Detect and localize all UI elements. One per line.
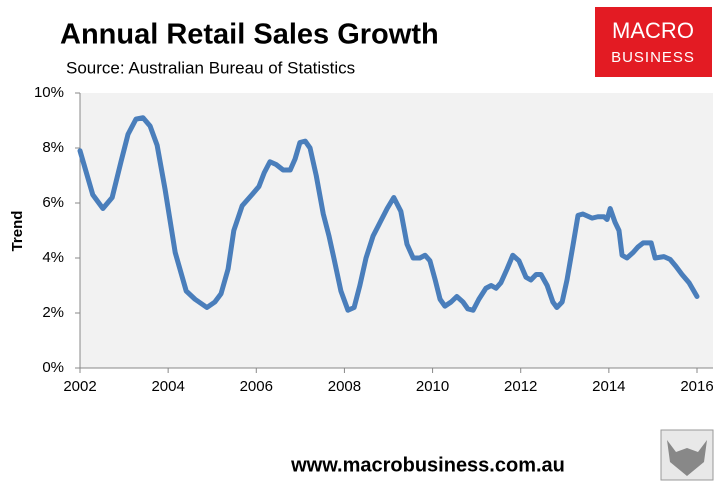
y-tick-label: 10% (34, 84, 64, 101)
logo-text: BUSINESS (611, 49, 695, 66)
plot-area (80, 93, 713, 368)
x-tick-label: 2006 (240, 378, 273, 395)
x-tick-label: 2010 (416, 378, 449, 395)
logo-box (595, 7, 712, 77)
y-tick-label: 6% (42, 194, 64, 211)
logo-text: MACRO (612, 18, 694, 43)
x-tick-label: 2008 (328, 378, 361, 395)
data-line (77, 115, 700, 313)
y-tick-label: 8% (42, 139, 64, 156)
y-tick-label: 0% (42, 359, 64, 376)
wolf-icon (660, 429, 714, 481)
x-tick-label: 2012 (504, 378, 537, 395)
footer-url: www.macrobusiness.com.au (290, 454, 565, 476)
x-tick-label: 2002 (63, 378, 96, 395)
x-tick-label: 2004 (151, 378, 184, 395)
y-tick-label: 4% (42, 249, 64, 266)
chart-title: Annual Retail Sales Growth (60, 19, 439, 51)
x-tick-label: 2014 (592, 378, 625, 395)
y-axis-label: Trend (9, 211, 26, 252)
chart-subtitle: Source: Australian Bureau of Statistics (66, 58, 355, 77)
x-tick-label: 2016 (680, 378, 713, 395)
y-tick-label: 2% (42, 304, 64, 321)
